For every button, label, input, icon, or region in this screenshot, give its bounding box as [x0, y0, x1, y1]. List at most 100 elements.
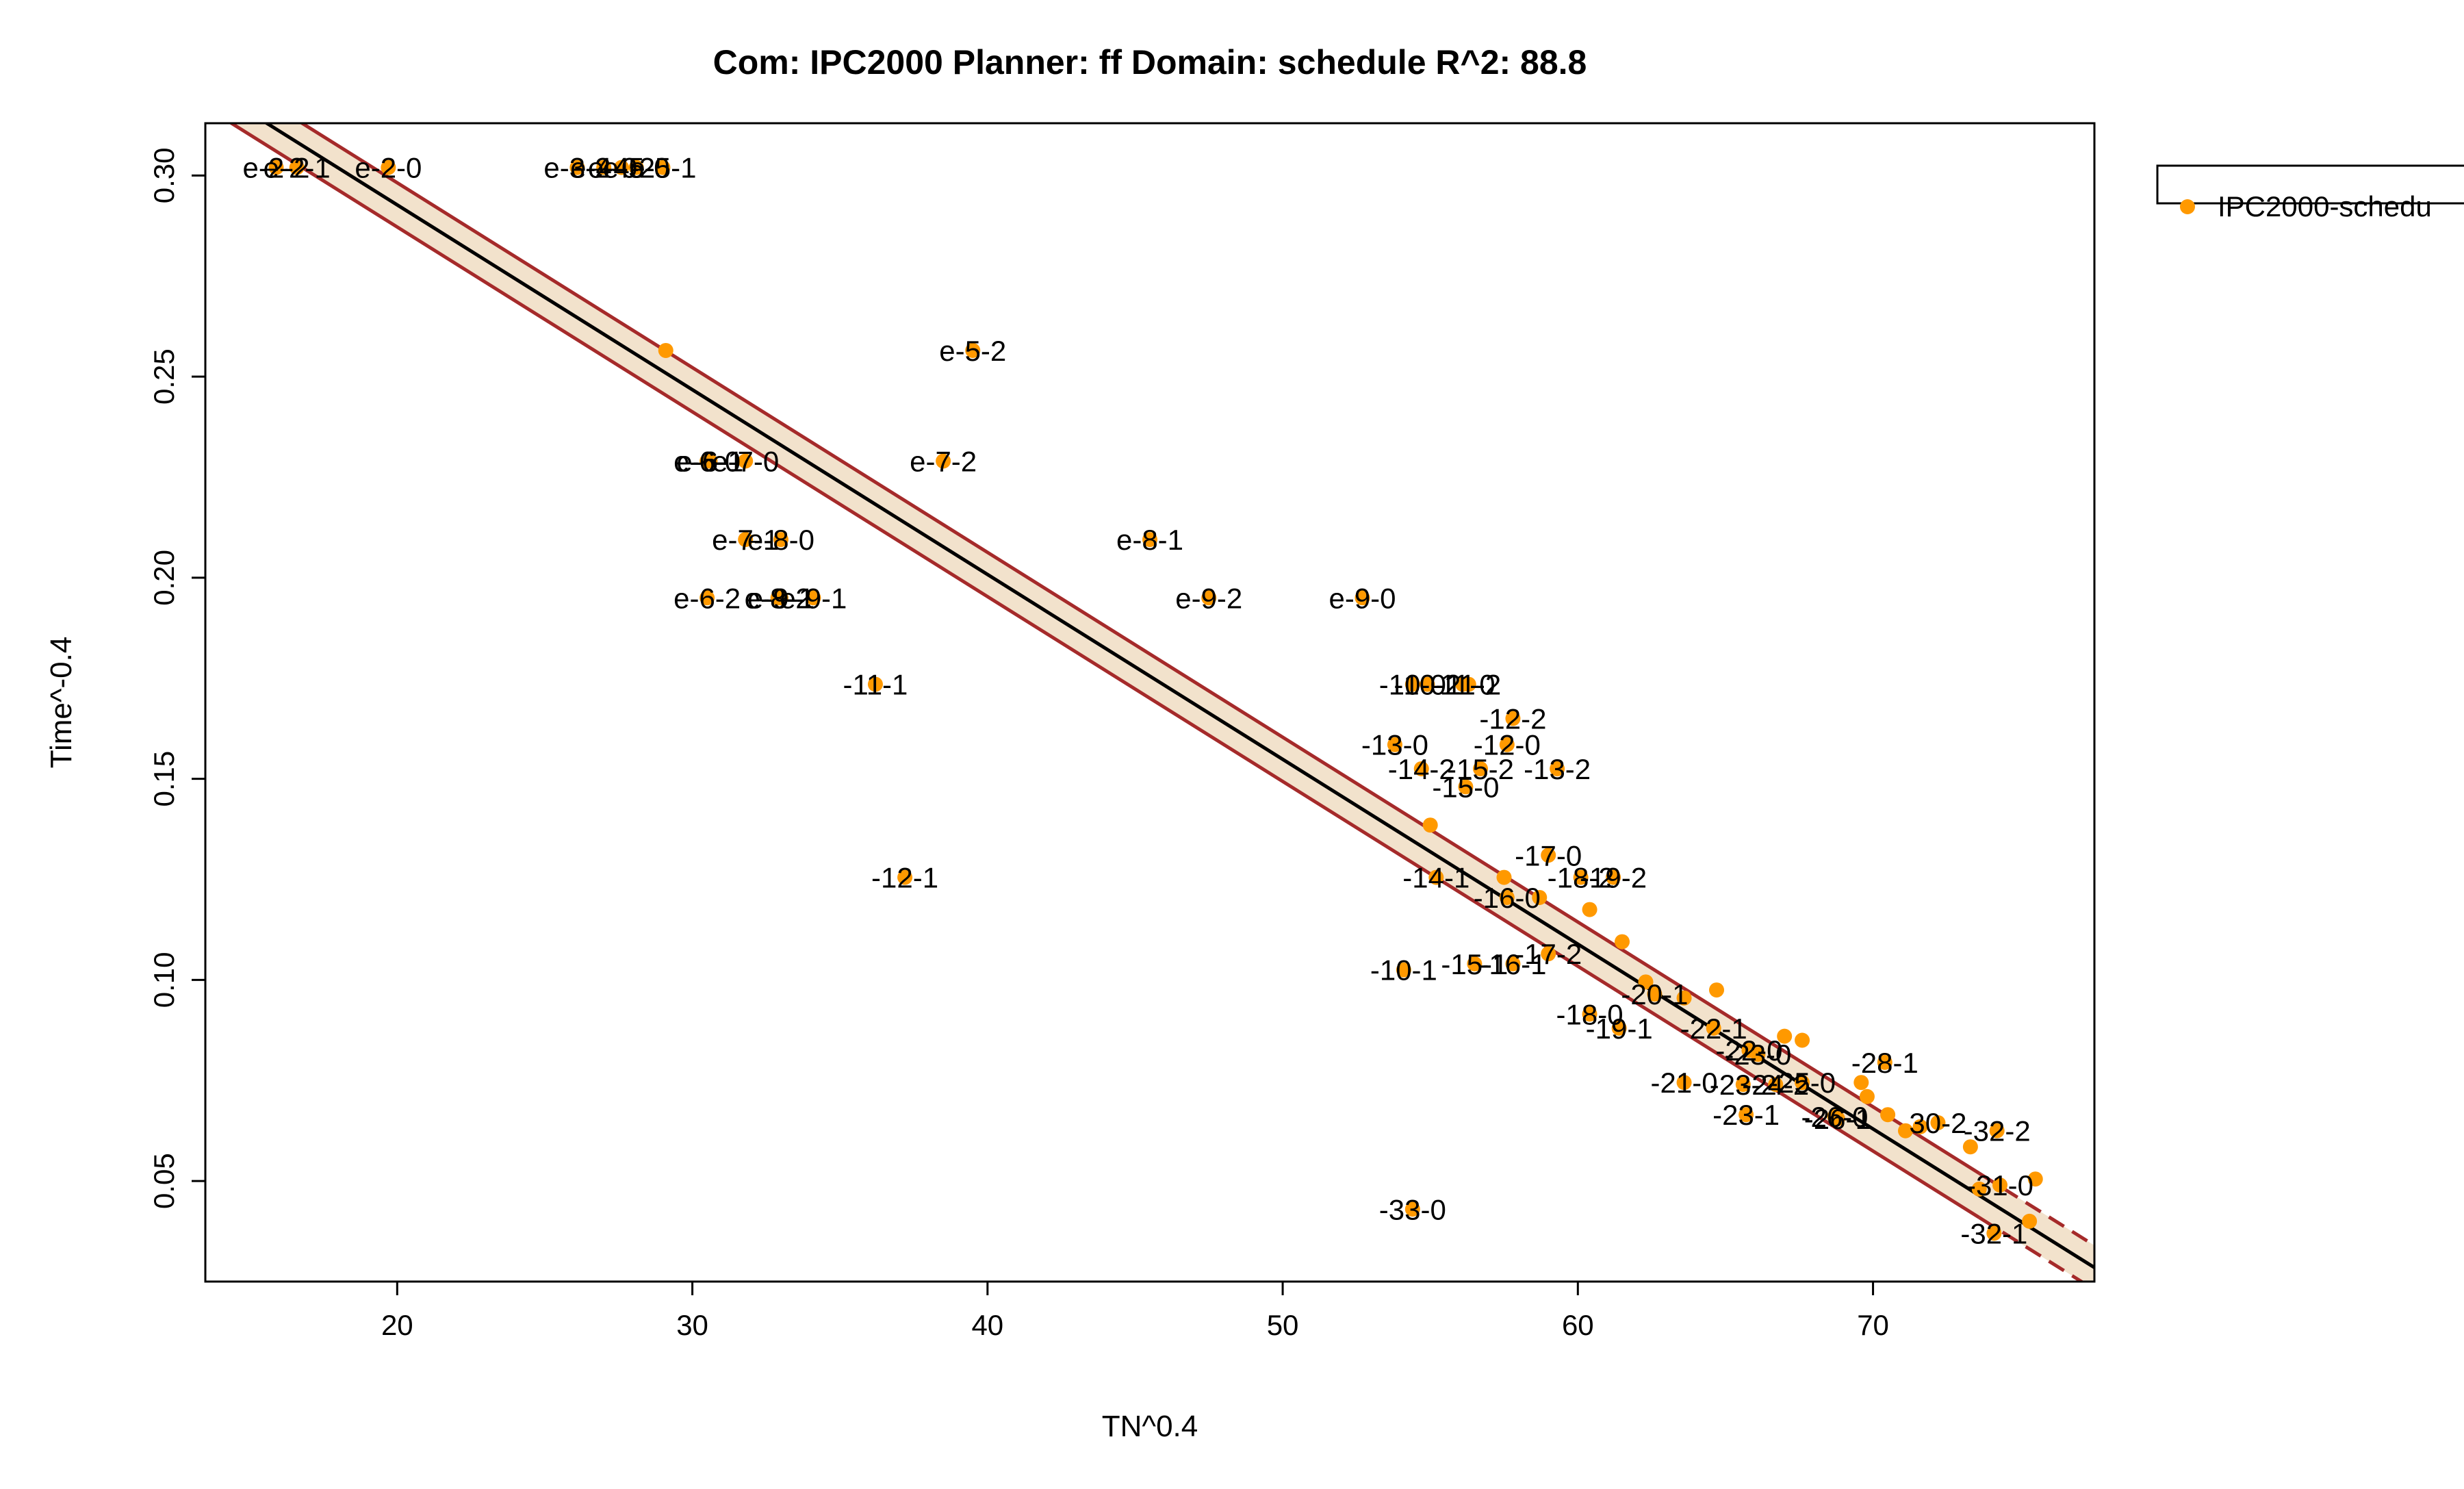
data-point	[1541, 848, 1556, 863]
data-point	[1428, 869, 1444, 885]
point-label: -26-0	[1801, 1101, 1868, 1133]
point-label: -15-1	[1441, 948, 1508, 980]
data-point	[965, 342, 981, 358]
data-point	[1830, 1111, 1845, 1127]
data-point	[1396, 962, 1411, 978]
y-tick-label: 0.10	[148, 952, 180, 1008]
point-label: -23-2	[1710, 1069, 1777, 1101]
data-point	[569, 160, 585, 175]
data-point	[1505, 711, 1521, 726]
data-point	[1859, 1089, 1875, 1104]
data-point	[1777, 1028, 1793, 1044]
data-point	[702, 453, 718, 469]
point-label: -13-0	[1361, 729, 1428, 761]
data-point	[897, 869, 913, 885]
point-label: -20-1	[1621, 978, 1688, 1010]
data-point	[1676, 1075, 1692, 1091]
data-point	[806, 590, 821, 606]
point-label: -11-0	[1430, 669, 1496, 701]
x-axis: 20 30 40 50 60 70	[381, 1280, 1889, 1341]
point-label: -14-2	[1388, 753, 1455, 785]
point-label: -11-2	[1436, 669, 1501, 701]
data-point	[1676, 990, 1692, 1006]
data-point	[268, 160, 284, 175]
point-label: -28-1	[1851, 1047, 1918, 1079]
x-tick-label: 20	[381, 1309, 413, 1341]
point-label: -15-2	[1447, 753, 1514, 785]
data-point	[1582, 902, 1597, 917]
point-label: -23-0	[1724, 1039, 1791, 1071]
x-tick-label: 50	[1267, 1309, 1299, 1341]
data-point	[773, 532, 788, 548]
data-point	[1467, 956, 1483, 971]
point-label: -18-0	[1556, 998, 1624, 1030]
point-label: -10-1	[1370, 954, 1437, 987]
data-point	[1413, 761, 1429, 776]
data-point	[1735, 1077, 1751, 1093]
point-label: -18-2	[1548, 862, 1615, 894]
point-label: -32-1	[1960, 1218, 2027, 1250]
point-label: e-6-1	[676, 446, 743, 478]
point-label: -15-0	[1432, 771, 1499, 803]
band-fill	[231, 123, 2094, 1282]
data-point	[1505, 956, 1521, 971]
data-point	[655, 160, 671, 175]
point-label: -17-2	[1515, 938, 1582, 970]
band-upper-dashed-line	[1978, 1171, 2094, 1247]
point-label: -12-2	[1479, 703, 1546, 735]
x-axis-label: TN^0.4	[1102, 1410, 1198, 1443]
x-tick-label: 40	[971, 1309, 1003, 1341]
point-label: e-6-2	[673, 582, 741, 614]
point-label: e-8-2	[745, 582, 812, 614]
point-label: e-3-2	[543, 152, 611, 184]
y-tick-label: 0.30	[148, 148, 180, 204]
data-point	[1422, 817, 1438, 833]
data-point	[1706, 1020, 1721, 1036]
point-label: -33-0	[1379, 1193, 1446, 1225]
y-axis-label: Time^-0.4	[44, 637, 78, 769]
data-point	[1355, 590, 1370, 606]
point-label: e-7-1	[712, 524, 779, 556]
data-point	[1387, 737, 1402, 752]
data-point	[1738, 1107, 1754, 1123]
legend-entry: IPC2000-schedu	[2218, 190, 2432, 222]
data-point	[1611, 1020, 1627, 1036]
data-point	[1541, 946, 1556, 962]
point-label: e-6-0	[673, 446, 741, 478]
x-tick-label: 70	[1857, 1309, 1889, 1341]
point-label: e-4-0	[570, 152, 637, 184]
point-label: e-2-2	[242, 152, 309, 184]
point-label: e-5-2	[939, 335, 1006, 367]
data-point	[738, 453, 754, 469]
y-tick-label: 0.05	[148, 1153, 180, 1209]
data-point	[1550, 761, 1565, 776]
y-tick-label: 0.15	[148, 751, 180, 807]
data-point	[1142, 532, 1157, 548]
data-point	[614, 160, 630, 175]
data-point	[1877, 1054, 1892, 1070]
data-point	[1458, 779, 1474, 795]
data-point	[1582, 1006, 1597, 1022]
data-point	[1499, 737, 1515, 752]
point-label: -12-1	[871, 862, 938, 894]
y-tick-label: 0.20	[148, 550, 180, 606]
data-point	[1201, 590, 1217, 606]
confidence-band	[228, 123, 2094, 1282]
data-point	[628, 160, 644, 175]
point-label: e-8-1	[1116, 524, 1183, 556]
point-label: -16-0	[1474, 882, 1541, 914]
point-label: e-2-0	[355, 152, 422, 184]
point-label: -26-1	[1804, 1103, 1871, 1135]
y-axis: 0.05 0.10 0.15 0.20 0.25 0.30	[148, 148, 207, 1209]
x-tick-label: 30	[676, 1309, 708, 1341]
data-point	[1647, 986, 1663, 1002]
data-point	[658, 342, 673, 358]
point-label: -22-0	[1715, 1034, 1782, 1067]
point-label: 30-2	[1909, 1107, 1966, 1139]
point-label: e-9-1	[780, 582, 847, 614]
point-label: -13-2	[1524, 753, 1591, 785]
data-point	[1404, 676, 1420, 692]
data-point	[381, 160, 396, 175]
point-label: e-9-0	[1329, 582, 1396, 614]
data-point	[1853, 1075, 1869, 1091]
